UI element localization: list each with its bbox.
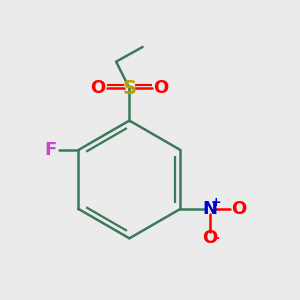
Text: O: O [202,229,218,247]
Text: O: O [231,200,246,218]
Text: S: S [122,79,136,98]
Text: O: O [153,79,169,97]
Text: O: O [90,79,106,97]
Text: F: F [44,141,56,159]
Text: +: + [211,196,222,209]
Text: N: N [202,200,217,218]
Text: -: - [213,231,219,245]
